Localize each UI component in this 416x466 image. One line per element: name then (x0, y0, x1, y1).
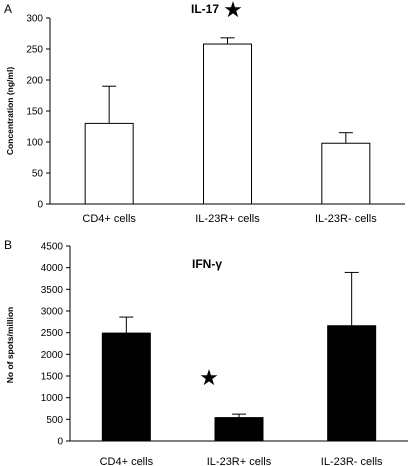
panel-a-chart: A IL-17 ★ Concentration (ng/ml) 0 50 100 15… (4, 0, 405, 225)
panel-a-bar (321, 142, 371, 205)
panel-b-y-tick-label: 500 (46, 415, 63, 426)
panel-a-category-label: IL-23R+ cells (195, 213, 260, 225)
panel-b-bar (214, 417, 264, 442)
panel-a-category-label: IL-23R- cells (315, 213, 377, 225)
panel-a-y-tick-label: 100 (26, 138, 43, 149)
panel-b-title: IFN-γ (192, 257, 222, 271)
panel-b-y-axis-label: No of spots/million (5, 307, 15, 384)
panel-b-category-label: CD4+ cells (100, 456, 154, 466)
panel-b-y-tick-label: 4500 (41, 242, 64, 253)
panel-b-y-tick-label: 1500 (41, 372, 64, 383)
panel-b-y-tick-label: 4000 (41, 263, 64, 274)
panel-a-bar (203, 43, 252, 205)
panel-b-significance-star: ★ (199, 365, 219, 390)
panel-a-bar (84, 122, 134, 205)
panel-a-y-tick-label: 0 (37, 200, 43, 211)
panel-b-y-tick-label: 3500 (41, 285, 64, 296)
panel-a-y-axis-label: Concentration (ng/ml) (5, 67, 15, 155)
panel-b-category-label: IL-23R+ cells (207, 456, 272, 466)
panel-a-y-tick-label: 50 (32, 169, 44, 180)
panel-b-bar (101, 332, 151, 442)
panel-a-y-tick-label: 250 (26, 45, 43, 56)
panel-a-y-tick-label: 200 (26, 76, 43, 87)
panel-a-letter: A (4, 2, 12, 16)
panel-b-y-tick-label: 1000 (41, 393, 64, 404)
panel-b-letter: B (4, 238, 12, 252)
panel-b-y-tick-label: 0 (57, 437, 63, 448)
panel-a-title: IL-17 (191, 2, 219, 16)
panel-b-y-tick-label: 2500 (41, 328, 64, 339)
panel-b-category-label: IL-23R- cells (321, 456, 383, 466)
panel-b-chart: B IFN-γ ★ No of spots/million 0 500 1000 15… (4, 238, 408, 466)
panel-b-y-tick-label: 2000 (41, 350, 64, 361)
panel-a-significance-star: ★ (223, 0, 243, 22)
panel-a-category-label: CD4+ cells (82, 213, 136, 225)
panel-a-y-tick-label: 150 (26, 107, 43, 118)
panel-a-y-tick-label: 300 (26, 14, 43, 25)
panel-b-y-tick-label: 3000 (41, 307, 64, 318)
panel-b-bar (327, 325, 377, 442)
